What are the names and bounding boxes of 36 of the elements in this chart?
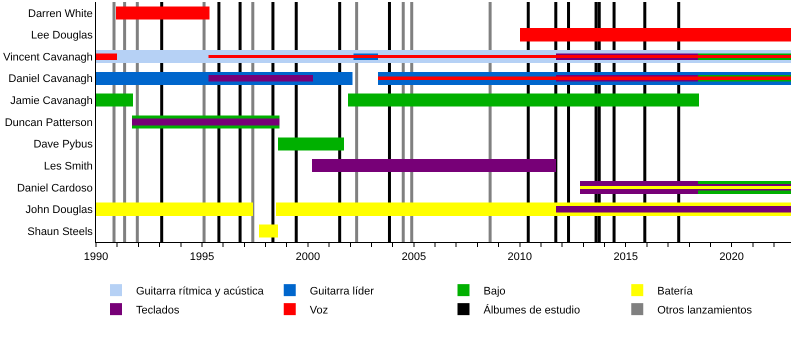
x-tick-label: 1990 (84, 251, 108, 264)
y-tick-label: Vincent Cavanagh (3, 51, 93, 64)
y-tick-label: Les Smith (44, 160, 93, 172)
legend-label: Guitarra líder (310, 285, 374, 298)
y-tick-label: Darren White (28, 8, 93, 20)
x-tick-label: 2015 (613, 251, 638, 264)
x-tick-label: 2010 (508, 251, 532, 264)
bar (208, 54, 791, 58)
y-tick-label: Shaun Steels (27, 226, 94, 238)
bar (96, 202, 253, 216)
y-tick-label: Lee Douglas (31, 30, 94, 42)
y-tick-label: John Douglas (26, 204, 94, 216)
y-tick-label: Daniel Cavanagh (8, 73, 93, 86)
bar (556, 206, 791, 213)
legend-label: Álbumes de estudio (484, 303, 580, 316)
legend-label: Teclados (136, 304, 180, 316)
x-tick-label: 1995 (190, 251, 214, 264)
x-tick-label: 2020 (719, 251, 744, 264)
legend-label: Bajo (484, 285, 506, 298)
bar (580, 186, 791, 190)
x-tick-label: 2005 (402, 251, 426, 264)
bar (208, 75, 314, 82)
legend-label: Voz (310, 304, 328, 316)
y-tick-label: Dave Pybus (33, 138, 94, 151)
bar (96, 94, 134, 107)
y-tick-label: Jamie Cavanagh (10, 95, 93, 108)
legend-label: Otros lanzamientos (657, 304, 753, 316)
legend-label: Guitarra rítmica y acústica (136, 285, 265, 298)
legend-label: Batería (657, 285, 694, 298)
bar (259, 224, 278, 238)
bar (132, 118, 280, 126)
bar (278, 137, 344, 150)
x-tick-label: 2000 (296, 251, 320, 264)
y-tick-label: Daniel Cardoso (16, 182, 93, 194)
bar (348, 94, 699, 107)
y-tick-label: Duncan Patterson (4, 116, 93, 129)
